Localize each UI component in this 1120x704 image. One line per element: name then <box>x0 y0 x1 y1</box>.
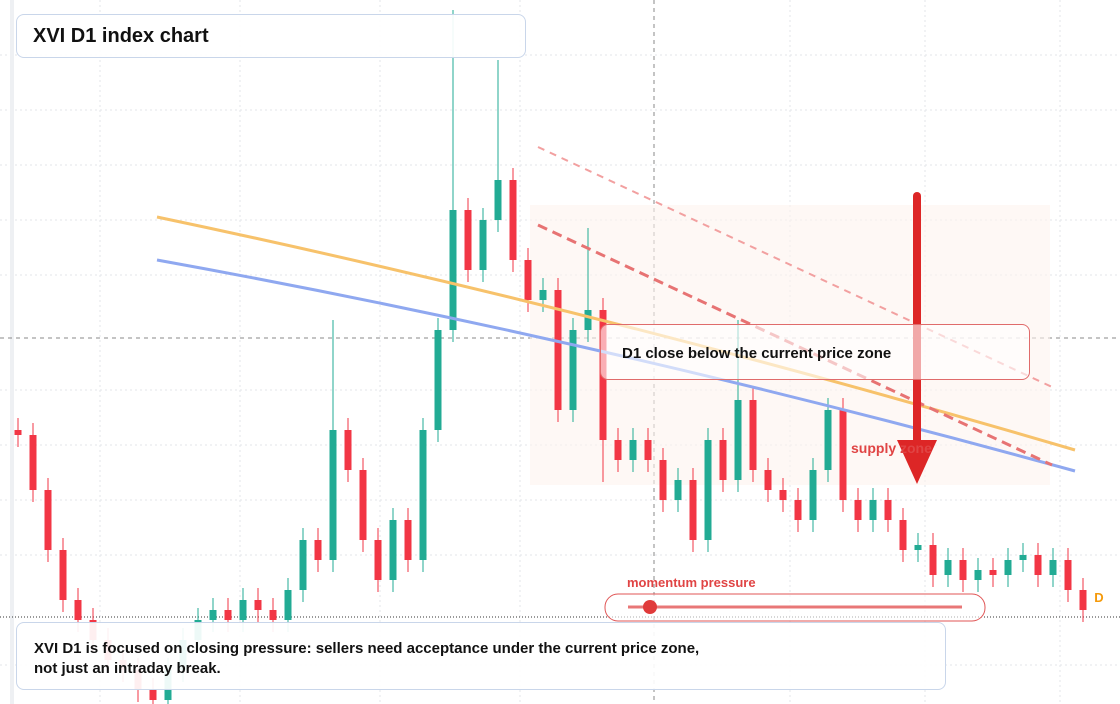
candle-body <box>494 180 502 220</box>
arrow-head <box>897 440 937 484</box>
title-box: XVI D1 index chart <box>16 14 526 58</box>
candle-body <box>434 330 442 430</box>
candle-body <box>1034 555 1042 575</box>
candle-body <box>509 180 517 260</box>
candle-body <box>614 440 622 460</box>
candle-body <box>929 545 937 575</box>
momentum-label: momentum pressure <box>627 575 756 590</box>
candle-body <box>554 290 562 410</box>
candle-body <box>719 440 727 480</box>
candle-body <box>539 290 547 300</box>
candle-body <box>44 490 52 550</box>
candle-body <box>299 540 307 590</box>
marker: D <box>1090 589 1108 607</box>
candle-body <box>914 545 922 550</box>
candle-body <box>149 690 157 700</box>
candle-body <box>584 310 592 330</box>
candle-body <box>74 600 82 620</box>
candle-body <box>239 600 247 620</box>
candle-body <box>419 430 427 560</box>
channel-lower <box>537 223 1053 467</box>
candle-body <box>794 500 802 520</box>
candle-body <box>524 260 532 300</box>
candle-body <box>269 610 277 620</box>
note-line: XVI D1 is focused on closing pressure: s… <box>34 640 700 657</box>
candle-body <box>254 600 262 610</box>
candle-body <box>989 570 997 575</box>
candle-body <box>839 410 847 500</box>
candle-body <box>764 470 772 490</box>
candle-body <box>704 440 712 540</box>
candle-body <box>809 470 817 520</box>
candle-body <box>629 440 637 460</box>
candle-body <box>389 520 397 580</box>
candle-body <box>944 560 952 575</box>
candle-body <box>14 430 22 435</box>
candle-body <box>59 550 67 600</box>
candle-body <box>569 330 577 410</box>
candle-body <box>224 610 232 620</box>
momentum-knob <box>643 600 657 614</box>
note-line: not just an intraday break. <box>34 660 221 677</box>
candle-body <box>749 400 757 470</box>
candle-body <box>689 480 697 540</box>
candle-body <box>29 435 37 490</box>
candle-body <box>824 410 832 470</box>
candle-body <box>884 500 892 520</box>
candle-body <box>734 400 742 480</box>
candle-body <box>779 490 787 500</box>
candle-body <box>1064 560 1072 590</box>
candle-body <box>899 520 907 550</box>
candle-body <box>374 540 382 580</box>
candle-body <box>659 460 667 500</box>
candle-body <box>959 560 967 580</box>
supply-label: supply zone <box>851 440 932 456</box>
candle-body <box>284 590 292 620</box>
candle-body <box>974 570 982 580</box>
candle-body <box>329 430 337 560</box>
candle-body <box>479 220 487 270</box>
candle-body <box>1049 560 1057 575</box>
zone-label: D1 close below the current price zone <box>622 345 892 362</box>
candle-body <box>674 480 682 500</box>
candle-body <box>1019 555 1027 560</box>
note-box: XVI D1 is focused on closing pressure: s… <box>16 622 946 690</box>
candle-body <box>854 500 862 520</box>
candle-body <box>209 610 217 620</box>
candle-body <box>1079 590 1087 610</box>
candle-body <box>449 210 457 330</box>
candle-body <box>464 210 472 270</box>
candle-body <box>359 470 367 540</box>
candle-body <box>644 440 652 460</box>
left-edge <box>10 0 14 704</box>
candle-body <box>1004 560 1012 575</box>
candle-body <box>404 520 412 560</box>
candle-body <box>869 500 877 520</box>
title: XVI D1 index chart <box>33 25 209 47</box>
candle-body <box>344 430 352 470</box>
zone-callout: D1 close below the current price zone <box>600 324 1030 380</box>
candle-body <box>314 540 322 560</box>
